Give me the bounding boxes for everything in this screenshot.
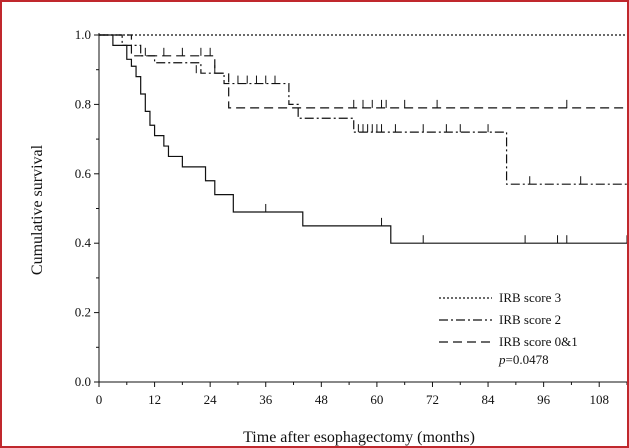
p-value-annotation: p=0.0478 [498, 352, 549, 367]
survival-curve-2 [99, 34, 627, 185]
x-tick-label: 36 [259, 392, 273, 407]
y-tick-label: 0.6 [75, 166, 92, 181]
survival-curve-3 [99, 34, 627, 109]
survival-curve-4 [99, 34, 627, 244]
y-tick-label: 0.2 [75, 305, 91, 320]
legend-label: IRB score 2 [499, 312, 561, 327]
plot-area [99, 34, 627, 244]
y-tick-label: 0.0 [75, 374, 91, 389]
p-value-symbol: p [498, 352, 506, 367]
legend-label: IRB score 0&1 [499, 334, 578, 349]
y-tick-label: 0.8 [75, 96, 91, 111]
x-tick-label: 108 [589, 392, 609, 407]
x-tick-label: 84 [482, 392, 496, 407]
x-tick-label: 48 [315, 392, 328, 407]
p-value-text: =0.0478 [506, 352, 549, 367]
legend-label: IRB score 3 [499, 290, 561, 305]
x-tick-label: 96 [537, 392, 551, 407]
x-tick-label: 72 [426, 392, 439, 407]
x-tick-label: 0 [96, 392, 103, 407]
y-tick-label: 0.4 [75, 235, 92, 250]
legend: IRB score 3 IRB score 2 IRB score 0&1 p=0.0… [439, 290, 578, 367]
x-tick-label: 60 [370, 392, 383, 407]
x-tick-label: 24 [204, 392, 218, 407]
x-axis-title: Time after esophagectomy (months) [243, 429, 475, 446]
y-axis-title: Cumulative survival [29, 144, 46, 275]
axes: 0.0 0.2 0.4 0.6 0.8 1.0 0 12 24 36 48 60 72 84 96 108 [75, 27, 627, 407]
x-tick-label: 12 [148, 392, 161, 407]
y-tick-label: 1.0 [75, 27, 91, 42]
